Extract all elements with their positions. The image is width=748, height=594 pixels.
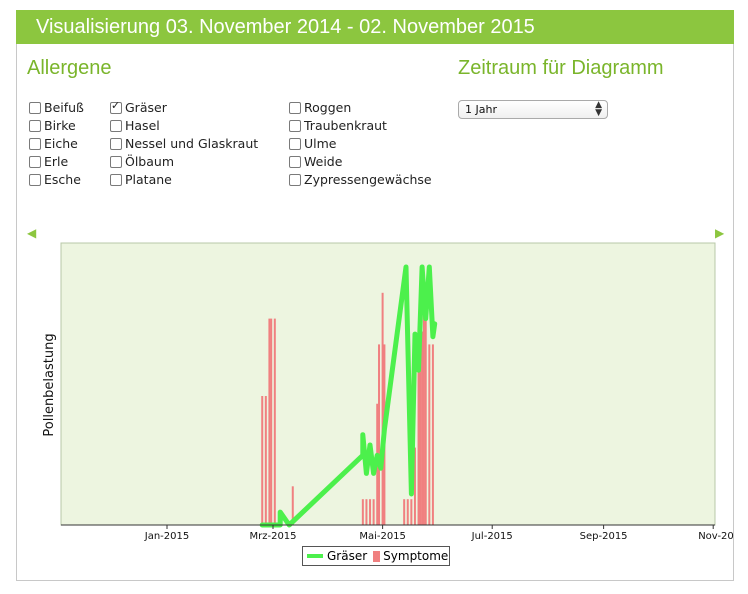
legend-swatch-bars — [373, 550, 381, 562]
period-select-value: 1 Jahr — [465, 103, 497, 116]
allergen-label: Birke — [44, 118, 76, 133]
checkbox[interactable] — [289, 119, 301, 132]
checkbox[interactable] — [29, 155, 41, 168]
legend-label-symptome: Symptome — [383, 549, 449, 563]
allergen-label: Ulme — [304, 136, 337, 151]
checkbox[interactable] — [289, 155, 301, 168]
allergen-label: Beifuß — [44, 100, 84, 115]
checkbox[interactable] — [110, 155, 122, 168]
checkbox[interactable] — [29, 119, 41, 132]
allergen-label: Esche — [44, 172, 81, 187]
checkmark-icon: ✓ — [111, 98, 121, 112]
allergen-checkbox-item[interactable]: Roggen — [289, 99, 351, 116]
checkbox[interactable] — [110, 173, 122, 186]
next-period-button[interactable]: ▶ — [715, 226, 724, 240]
checkbox[interactable] — [29, 101, 41, 114]
allergen-label: Nessel und Glaskraut — [125, 136, 259, 151]
chart-legend: Gräser Symptome — [302, 546, 450, 566]
allergen-label: Gräser — [125, 100, 167, 115]
allergen-label: Ölbaum — [125, 154, 175, 169]
allergen-label: Weide — [304, 154, 343, 169]
checkbox[interactable] — [29, 173, 41, 186]
allergen-checkbox-item[interactable]: Ölbaum — [110, 153, 174, 170]
allergens-heading: Allergene — [27, 57, 112, 79]
allergen-checkbox-item[interactable]: Eiche — [29, 135, 78, 152]
allergen-checkbox-item[interactable]: Zypressengewächse — [289, 171, 432, 188]
allergen-label: Hasel — [125, 118, 160, 133]
legend-label-graeser: Gräser — [327, 549, 368, 563]
allergen-checkbox-item[interactable]: Traubenkraut — [289, 117, 387, 134]
allergen-checkbox-item[interactable]: Birke — [29, 117, 76, 134]
checkbox[interactable] — [289, 101, 301, 114]
allergen-label: Erle — [44, 154, 69, 169]
prev-period-button[interactable]: ◀ — [27, 226, 36, 240]
allergen-label: Platane — [125, 172, 172, 187]
checkbox[interactable] — [110, 137, 122, 150]
allergen-checkbox-item[interactable]: Platane — [110, 171, 172, 188]
legend-swatch-line — [307, 554, 323, 558]
visualization-panel — [16, 10, 734, 581]
allergen-label: Eiche — [44, 136, 78, 151]
allergen-checkbox-item[interactable]: Erle — [29, 153, 68, 170]
select-updown-icon: ▲ ▼ — [595, 100, 602, 118]
period-select[interactable]: 1 Jahr ▲ ▼ — [458, 100, 608, 119]
allergen-checkbox-item[interactable]: Hasel — [110, 117, 160, 134]
allergen-label: Zypressengewächse — [304, 172, 432, 187]
allergen-checkbox-item[interactable]: Weide — [289, 153, 342, 170]
period-heading: Zeitraum für Diagramm — [458, 57, 664, 79]
checkbox[interactable] — [289, 137, 301, 150]
allergen-checkbox-item[interactable]: ✓ Gräser — [110, 99, 167, 116]
checkbox[interactable] — [110, 119, 122, 132]
allergen-checkbox-item[interactable]: Nessel und Glaskraut — [110, 135, 258, 152]
checkbox[interactable] — [29, 137, 41, 150]
page-title: Visualisierung 03. November 2014 - 02. N… — [16, 10, 734, 44]
allergen-checkbox-item[interactable]: Ulme — [289, 135, 337, 152]
checkbox[interactable] — [289, 173, 301, 186]
triangle-left-icon: ◀ — [27, 226, 37, 240]
allergen-checkbox-item[interactable]: Beifuß — [29, 99, 84, 116]
allergen-checkbox-item[interactable]: Esche — [29, 171, 81, 188]
triangle-right-icon: ▶ — [715, 226, 725, 240]
allergen-label: Roggen — [304, 100, 352, 115]
checkbox[interactable]: ✓ — [110, 98, 122, 114]
allergen-label: Traubenkraut — [304, 118, 387, 133]
